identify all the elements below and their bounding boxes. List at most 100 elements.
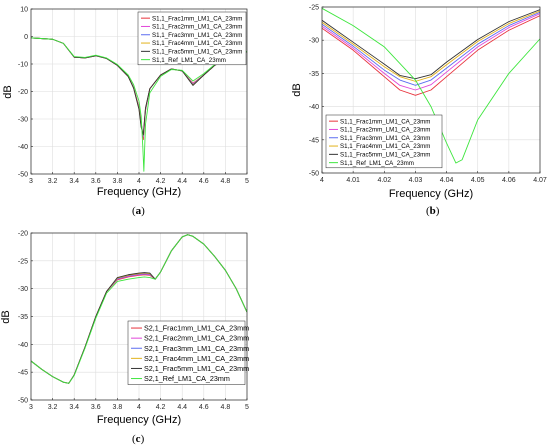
series-line-ref bbox=[31, 234, 247, 384]
y-tick-label: -30 bbox=[309, 38, 319, 45]
panel-paren-close: ) bbox=[141, 205, 145, 217]
y-tick-label: -40 bbox=[309, 104, 319, 111]
legend: S2,1_Frac1mm_LM1_CA_23mmS2,1_Frac2mm_LM1… bbox=[127, 320, 249, 385]
y-tick-label: -40 bbox=[18, 144, 28, 151]
x-tick-label: 3.6 bbox=[91, 178, 101, 185]
series-line-ref bbox=[31, 37, 247, 172]
panel-paren-open: ( bbox=[132, 205, 136, 217]
x-tick-label: 3.8 bbox=[113, 178, 123, 185]
x-tick-label: 4.6 bbox=[199, 404, 209, 411]
y-tick-label: -50 bbox=[309, 171, 319, 178]
y-axis-label: dB bbox=[2, 85, 14, 98]
legend-entry: S1,1_Frac5mm_LM1_CA_23mm bbox=[340, 152, 430, 159]
x-tick-label: 4.03 bbox=[409, 177, 423, 184]
series-line-frac2 bbox=[322, 13, 540, 91]
x-tick-label: 3.8 bbox=[113, 404, 123, 411]
series-group bbox=[31, 37, 247, 172]
axes-box bbox=[30, 232, 248, 401]
x-tick-label: 4.8 bbox=[221, 178, 231, 185]
y-axis-label: dB bbox=[291, 83, 303, 96]
x-tick-label: 4.2 bbox=[156, 404, 166, 411]
axes-box bbox=[30, 8, 248, 175]
x-tick-label: 4.07 bbox=[533, 177, 547, 184]
legend-entry: S1,1_Frac1mm_LM1_CA_23mm bbox=[152, 15, 242, 22]
panel-label: (a) bbox=[132, 205, 145, 217]
x-tick-label: 4.6 bbox=[199, 178, 209, 185]
panel-paren-close: ) bbox=[141, 433, 145, 445]
x-tick-label: 3.4 bbox=[69, 178, 79, 185]
y-tick-label: -45 bbox=[309, 137, 319, 144]
axes-box bbox=[321, 6, 541, 174]
legend-entry: S2,1_Frac2mm_LM1_CA_23mm bbox=[144, 334, 249, 343]
legend-entry: S1,1_Ref_LM1_CA_23mm bbox=[340, 160, 414, 167]
y-tick-label: -40 bbox=[18, 342, 28, 349]
y-tick-label: -30 bbox=[18, 117, 28, 124]
x-tick-label: 3.2 bbox=[48, 178, 58, 185]
panel-letter: a bbox=[136, 205, 142, 217]
legend-entry: S2,1_Frac1mm_LM1_CA_23mm bbox=[144, 324, 249, 333]
x-tick-label: 3.6 bbox=[91, 404, 101, 411]
chart-panel-a: 3 3.2 3.4 3.6 3.8 4 4.2 4.4 4.6 4.8 5 10 0 -10 -20 -30 -… bbox=[2, 7, 249, 218]
legend-entry: S2,1_Frac4mm_LM1_CA_23mm bbox=[144, 354, 249, 363]
x-tick-label: 4.4 bbox=[177, 178, 187, 185]
y-tick-label: -20 bbox=[18, 89, 28, 96]
y-tick-label: 10 bbox=[20, 7, 28, 14]
panel-label: (b) bbox=[426, 205, 440, 217]
y-tick-label: -10 bbox=[18, 62, 28, 69]
legend-entry: S1,1_Frac4mm_LM1_CA_23mm bbox=[152, 40, 242, 47]
x-tick-label: 4.06 bbox=[502, 177, 516, 184]
legend-entry: S1,1_Frac4mm_LM1_CA_23mm bbox=[340, 143, 430, 150]
x-tick-label: 5 bbox=[245, 404, 249, 411]
x-tick-label: 4.2 bbox=[156, 178, 166, 185]
x-tick-label: 3.2 bbox=[48, 404, 58, 411]
y-tick-label: -25 bbox=[309, 5, 319, 12]
x-tick-label: 4.02 bbox=[377, 177, 391, 184]
x-axis-label: Frequency (GHz) bbox=[97, 414, 181, 426]
x-tick-label: 5 bbox=[245, 178, 249, 185]
legend-entry: S1,1_Frac2mm_LM1_CA_23mm bbox=[152, 24, 242, 31]
legend-box bbox=[325, 114, 443, 169]
y-tick-label: 0 bbox=[24, 34, 28, 41]
panel-label: (c) bbox=[132, 433, 145, 445]
y-tick-label: -50 bbox=[18, 398, 28, 405]
series-group bbox=[322, 7, 540, 164]
x-tick-label: 3 bbox=[29, 404, 33, 411]
chart-panel-b: 4 4.01 4.02 4.03 4.04 4.05 4.06 4.07 -25 -30 -35 -4… bbox=[291, 5, 547, 218]
series-line-frac5 bbox=[322, 9, 540, 80]
legend-entry: S1,1_Frac3mm_LM1_CA_23mm bbox=[340, 135, 430, 142]
y-tick-label: -20 bbox=[18, 231, 28, 238]
x-axis-label: Frequency (GHz) bbox=[389, 188, 473, 200]
legend-box bbox=[137, 11, 247, 66]
y-tick-label: -30 bbox=[18, 286, 28, 293]
x-tick-label: 4 bbox=[320, 177, 324, 184]
panel-letter: b bbox=[430, 205, 436, 217]
series-line-frac4 bbox=[322, 10, 540, 82]
y-tick-label: -45 bbox=[18, 370, 28, 377]
legend-entry: S2,1_Ref_LM1_CA_23mm bbox=[144, 374, 230, 383]
legend-entry: S1,1_Frac3mm_LM1_CA_23mm bbox=[152, 32, 242, 39]
panel-paren-open: ( bbox=[132, 433, 136, 445]
x-tick-label: 4.4 bbox=[177, 404, 187, 411]
x-tick-label: 4 bbox=[137, 178, 141, 185]
legend-entry: S1,1_Frac5mm_LM1_CA_23mm bbox=[152, 49, 242, 56]
x-tick-label: 4.8 bbox=[221, 404, 231, 411]
x-tick-label: 4.05 bbox=[471, 177, 485, 184]
legend-entry: S1,1_Frac2mm_LM1_CA_23mm bbox=[340, 127, 430, 134]
legend-entry: S2,1_Frac3mm_LM1_CA_23mm bbox=[144, 344, 249, 353]
y-axis-label: dB bbox=[0, 310, 12, 323]
series-group bbox=[31, 234, 247, 384]
legend-entry: S1,1_Frac1mm_LM1_CA_23mm bbox=[340, 118, 430, 125]
series-line-ref bbox=[322, 7, 540, 164]
x-tick-label: 4.01 bbox=[346, 177, 360, 184]
x-axis-label: Frequency (GHz) bbox=[97, 186, 181, 198]
x-tick-label: 4.04 bbox=[440, 177, 454, 184]
y-tick-label: -25 bbox=[18, 258, 28, 265]
x-tick-label: 4 bbox=[137, 404, 141, 411]
legend-entry: S2,1_Frac5mm_LM1_CA_23mm bbox=[144, 364, 249, 373]
legend: S1,1_Frac1mm_LM1_CA_23mm S1,1_Frac2mm_LM1… bbox=[137, 11, 247, 66]
legend: S1,1_Frac1mm_LM1_CA_23mm S1,1_Frac2mm_LM1… bbox=[325, 114, 443, 169]
x-tick-label: 3.4 bbox=[69, 404, 79, 411]
y-tick-label: -35 bbox=[309, 71, 319, 78]
series-line-frac3 bbox=[322, 11, 540, 86]
